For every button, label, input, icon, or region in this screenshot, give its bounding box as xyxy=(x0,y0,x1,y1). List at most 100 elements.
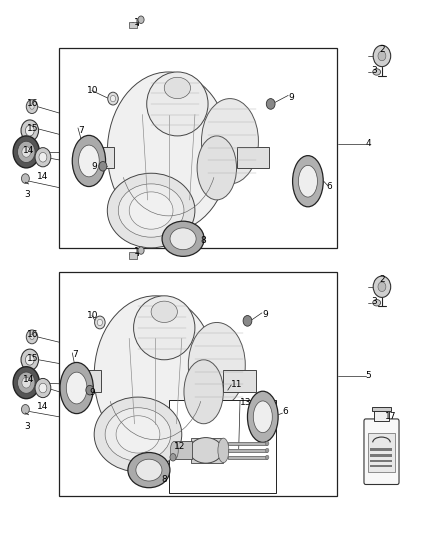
Circle shape xyxy=(21,405,29,414)
Ellipse shape xyxy=(293,156,323,207)
Text: 9: 9 xyxy=(91,162,97,171)
Bar xyxy=(129,22,137,28)
Text: 3: 3 xyxy=(24,190,30,199)
Bar xyxy=(191,438,223,463)
Bar xyxy=(174,441,192,459)
Circle shape xyxy=(266,99,275,109)
Bar xyxy=(59,272,337,496)
Circle shape xyxy=(30,334,34,340)
Bar xyxy=(237,147,269,168)
Ellipse shape xyxy=(189,438,222,463)
Ellipse shape xyxy=(218,438,229,463)
Text: 14: 14 xyxy=(37,173,49,181)
Bar xyxy=(169,400,276,493)
Text: 7: 7 xyxy=(72,350,78,359)
Circle shape xyxy=(110,95,116,102)
Circle shape xyxy=(265,441,269,446)
Circle shape xyxy=(373,276,391,297)
Text: 10: 10 xyxy=(87,311,98,320)
Text: 6: 6 xyxy=(326,182,332,191)
Circle shape xyxy=(138,247,144,254)
Circle shape xyxy=(373,45,391,67)
Circle shape xyxy=(265,455,269,459)
Text: 1: 1 xyxy=(134,247,139,256)
Text: 15: 15 xyxy=(27,354,39,362)
Text: 8: 8 xyxy=(161,475,167,484)
Circle shape xyxy=(108,92,118,105)
Ellipse shape xyxy=(128,453,170,488)
Ellipse shape xyxy=(129,192,173,229)
Text: 8: 8 xyxy=(201,237,206,245)
Circle shape xyxy=(18,372,35,393)
Circle shape xyxy=(97,319,102,326)
Ellipse shape xyxy=(94,296,217,456)
FancyBboxPatch shape xyxy=(364,419,399,484)
Ellipse shape xyxy=(116,416,160,453)
Circle shape xyxy=(26,330,38,344)
Text: 2: 2 xyxy=(379,45,385,53)
Ellipse shape xyxy=(164,77,191,99)
Ellipse shape xyxy=(72,135,106,187)
Circle shape xyxy=(99,161,107,171)
Bar xyxy=(228,449,267,452)
Text: 9: 9 xyxy=(90,389,95,397)
Text: 6: 6 xyxy=(283,407,288,416)
Ellipse shape xyxy=(298,165,318,197)
Ellipse shape xyxy=(151,301,177,322)
Text: 11: 11 xyxy=(231,381,243,389)
Text: 3: 3 xyxy=(371,66,377,75)
Circle shape xyxy=(378,51,386,61)
Text: 17: 17 xyxy=(385,413,396,421)
Ellipse shape xyxy=(78,145,99,177)
Bar xyxy=(370,460,392,462)
Bar xyxy=(374,411,389,421)
Circle shape xyxy=(25,354,34,365)
Text: 14: 14 xyxy=(37,402,49,410)
Ellipse shape xyxy=(201,99,258,184)
Circle shape xyxy=(30,104,34,109)
Text: 14: 14 xyxy=(23,375,34,384)
Text: 4: 4 xyxy=(366,140,371,148)
Bar xyxy=(368,433,395,472)
Ellipse shape xyxy=(184,360,223,424)
Ellipse shape xyxy=(170,441,178,459)
Ellipse shape xyxy=(107,173,195,248)
Ellipse shape xyxy=(170,228,196,249)
Bar xyxy=(372,407,391,411)
Ellipse shape xyxy=(147,72,208,136)
Ellipse shape xyxy=(373,300,381,306)
Text: 9: 9 xyxy=(288,93,294,101)
Text: 14: 14 xyxy=(23,146,34,155)
Circle shape xyxy=(21,174,29,183)
Circle shape xyxy=(21,349,39,370)
Text: 16: 16 xyxy=(27,100,39,108)
Circle shape xyxy=(39,152,47,162)
Circle shape xyxy=(95,316,105,329)
Ellipse shape xyxy=(162,221,204,256)
Ellipse shape xyxy=(253,401,272,433)
Ellipse shape xyxy=(66,372,87,404)
Circle shape xyxy=(21,120,39,141)
Text: 7: 7 xyxy=(78,126,84,135)
Circle shape xyxy=(138,16,144,23)
Bar xyxy=(59,48,337,248)
Circle shape xyxy=(86,385,94,395)
Bar xyxy=(223,370,256,392)
Text: 3: 3 xyxy=(371,297,377,305)
Circle shape xyxy=(35,378,51,398)
Ellipse shape xyxy=(373,69,381,75)
Bar xyxy=(228,442,267,445)
Text: 5: 5 xyxy=(366,372,371,380)
Circle shape xyxy=(26,100,38,114)
Text: 16: 16 xyxy=(27,330,39,339)
Ellipse shape xyxy=(197,136,237,200)
Circle shape xyxy=(22,377,31,388)
Text: 12: 12 xyxy=(174,442,186,451)
Circle shape xyxy=(18,141,35,163)
Text: 15: 15 xyxy=(27,125,39,133)
Circle shape xyxy=(265,448,269,453)
Circle shape xyxy=(13,136,39,168)
Bar xyxy=(370,465,392,467)
Circle shape xyxy=(170,454,176,461)
Ellipse shape xyxy=(107,72,230,232)
